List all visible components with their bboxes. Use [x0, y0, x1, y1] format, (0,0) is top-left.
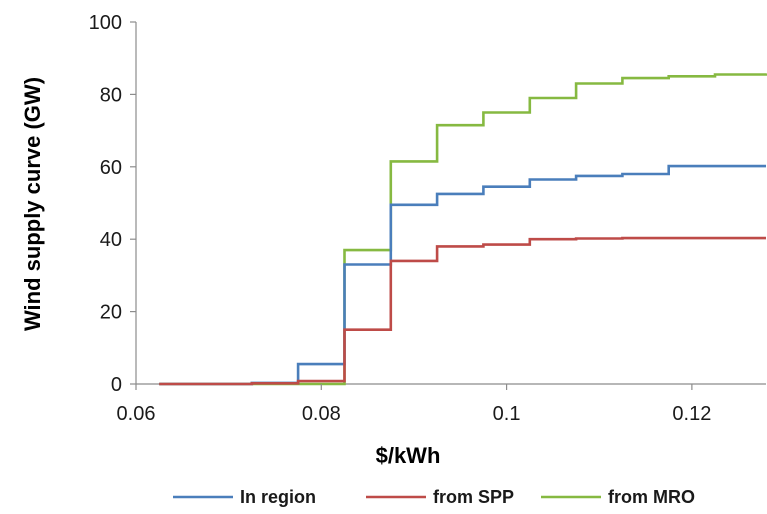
- y-tick-label: 60: [100, 157, 122, 179]
- y-tick-label: 0: [111, 374, 122, 396]
- y-axis-title: Wind supply curve (GW): [20, 77, 45, 331]
- x-tick-label: 0.08: [302, 403, 341, 425]
- y-tick-label: 40: [100, 229, 122, 251]
- y-axis-ticks: 0 20 40 60 80 100: [89, 12, 136, 396]
- series-layer: [159, 73, 767, 386]
- x-axis-ticks: 0.06 0.08 0.1 0.12: [117, 384, 711, 425]
- x-tick-label: 0.06: [117, 403, 156, 425]
- legend: In region from SPP from MRO: [173, 487, 695, 507]
- series-line-in-region: [159, 164, 766, 386]
- y-tick-label: 100: [89, 12, 122, 34]
- legend-label-in-region: In region: [240, 487, 316, 507]
- legend-label-from-spp: from SPP: [433, 487, 514, 507]
- y-tick-label: 80: [100, 84, 122, 106]
- x-tick-label: 0.1: [493, 403, 521, 425]
- y-tick-label: 20: [100, 302, 122, 324]
- series-line-from-spp: [159, 236, 766, 386]
- legend-label-from-mro: from MRO: [608, 487, 695, 507]
- x-axis-title: $/kWh: [376, 443, 441, 468]
- series-line-from-mro: [159, 73, 767, 386]
- x-tick-label: 0.12: [672, 403, 711, 425]
